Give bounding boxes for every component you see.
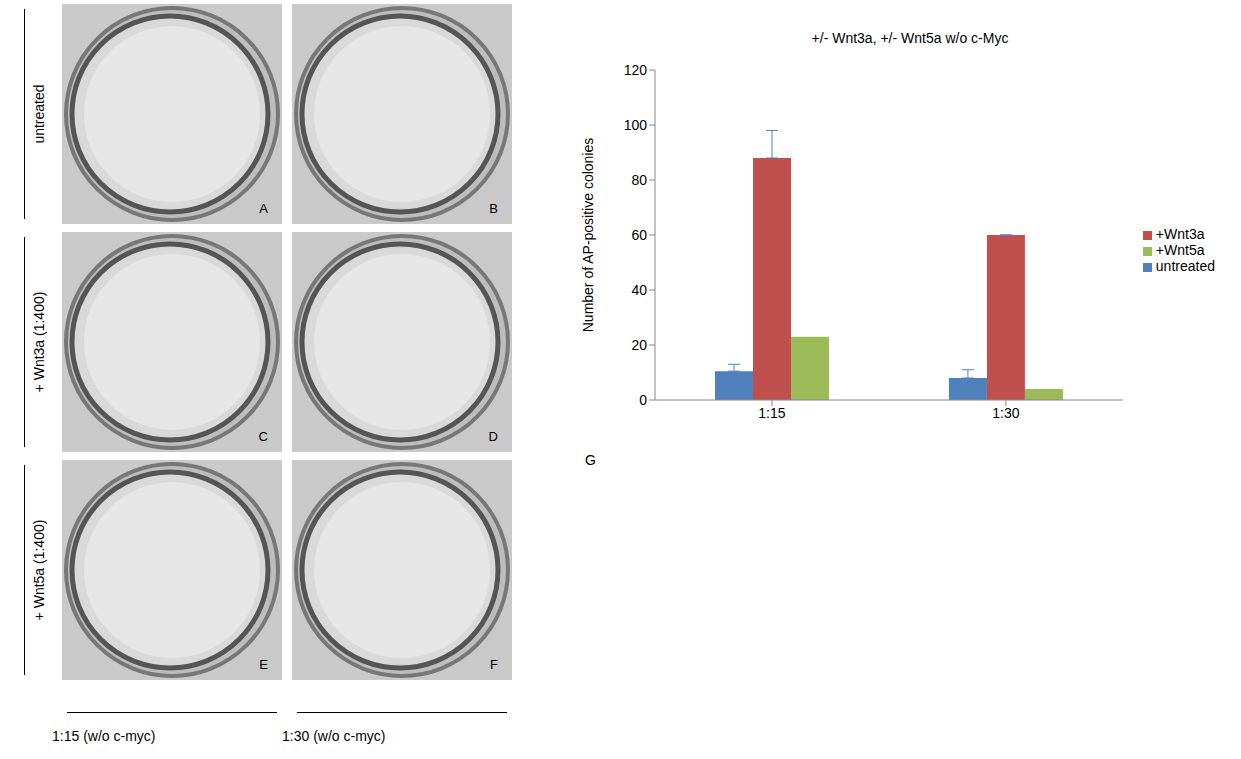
html-text:A: A: [259, 201, 268, 216]
svg-text:1:30: 1:30: [992, 405, 1019, 421]
html-text:F: F: [490, 657, 498, 672]
html-text:+Wnt5a: +Wnt5a: [1155, 242, 1205, 258]
svg-text:Number of AP-positive colonies: Number of AP-positive colonies: [580, 138, 596, 333]
html-text:G: G: [585, 452, 596, 468]
svg-text:120: 120: [624, 62, 648, 78]
html-text:D: D: [488, 429, 498, 444]
html-text:B: B: [489, 201, 498, 216]
html-text:+Wnt3a: +Wnt3a: [1155, 226, 1205, 242]
html-text:1:30 (w/o c-myc): 1:30 (w/o c-myc): [282, 728, 386, 744]
svg-text:0: 0: [639, 392, 647, 408]
html-text:+/- Wnt3a, +/- Wnt5a w/o c-Myc: +/- Wnt3a, +/- Wnt5a w/o c-Myc: [811, 30, 1009, 46]
html-text:+ Wnt5a (1:400): + Wnt5a (1:400): [31, 519, 47, 621]
html-text:E: E: [259, 657, 268, 672]
svg-text:1:15: 1:15: [758, 405, 785, 421]
svg-text:60: 60: [631, 227, 647, 243]
svg-text:40: 40: [631, 282, 647, 298]
html-text:C: C: [258, 429, 268, 444]
svg-text:20: 20: [631, 337, 647, 353]
html-text:1:15 (w/o c-myc): 1:15 (w/o c-myc): [52, 728, 156, 744]
html-text:+ Wnt3a (1:400): + Wnt3a (1:400): [31, 291, 47, 393]
html-text:untreated: untreated: [1155, 258, 1215, 274]
svg-text:100: 100: [624, 117, 648, 133]
html-text:untreated: untreated: [31, 84, 47, 144]
svg-text:80: 80: [631, 172, 647, 188]
